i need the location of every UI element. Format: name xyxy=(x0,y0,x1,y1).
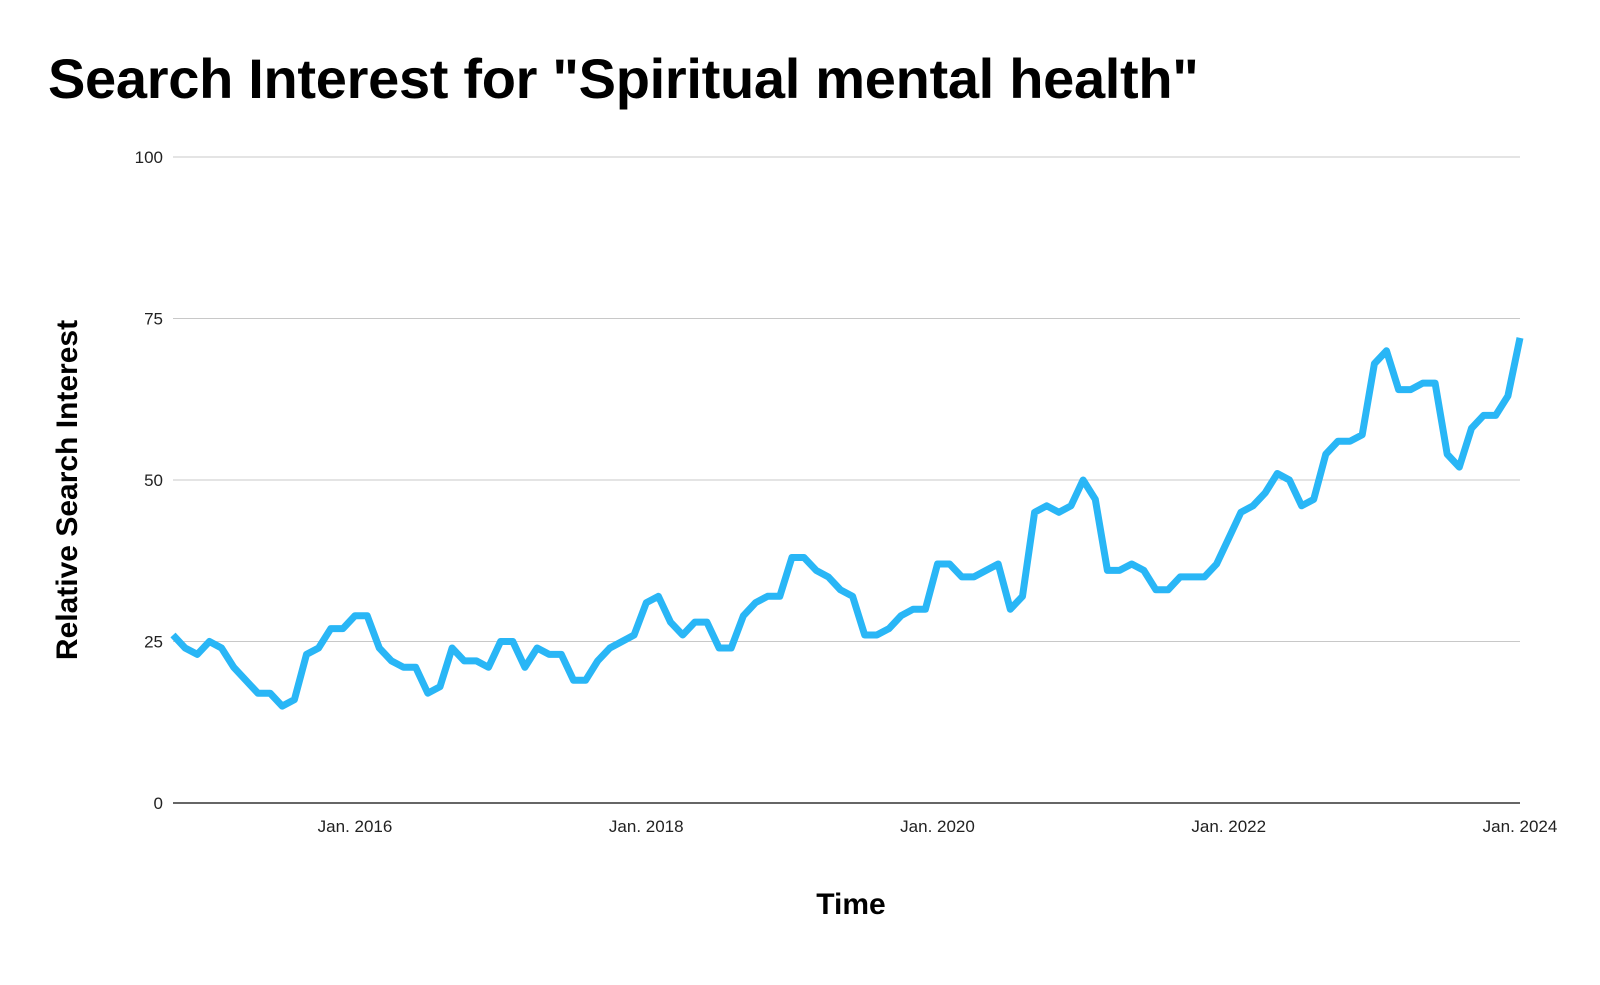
x-axis-title: Time xyxy=(816,888,885,921)
y-tick-label: 50 xyxy=(144,471,163,490)
y-tick-label: 0 xyxy=(154,794,163,813)
y-tick-labels: 0 25 50 75 100 xyxy=(135,148,163,813)
series-line xyxy=(170,337,1524,710)
x-tick-label: Jan. 2020 xyxy=(900,817,975,836)
y-tick-label: 75 xyxy=(144,310,163,329)
y-tick-label: 25 xyxy=(144,633,163,652)
gridlines xyxy=(173,156,1520,804)
series-group xyxy=(170,337,1524,710)
y-tick-label: 100 xyxy=(135,148,163,167)
x-tick-label: Jan. 2018 xyxy=(609,817,684,836)
x-tick-label: Jan. 2022 xyxy=(1191,817,1266,836)
y-axis-title: Relative Search Interest xyxy=(51,320,84,660)
chart-title: Search Interest for "Spiritual mental he… xyxy=(48,47,1199,110)
x-tick-labels: Jan. 2016 Jan. 2018 Jan. 2020 Jan. 2022 Jan.… xyxy=(318,817,1558,836)
x-tick-label: Jan. 2016 xyxy=(318,817,393,836)
x-tick-label: Jan. 2024 xyxy=(1483,817,1558,836)
